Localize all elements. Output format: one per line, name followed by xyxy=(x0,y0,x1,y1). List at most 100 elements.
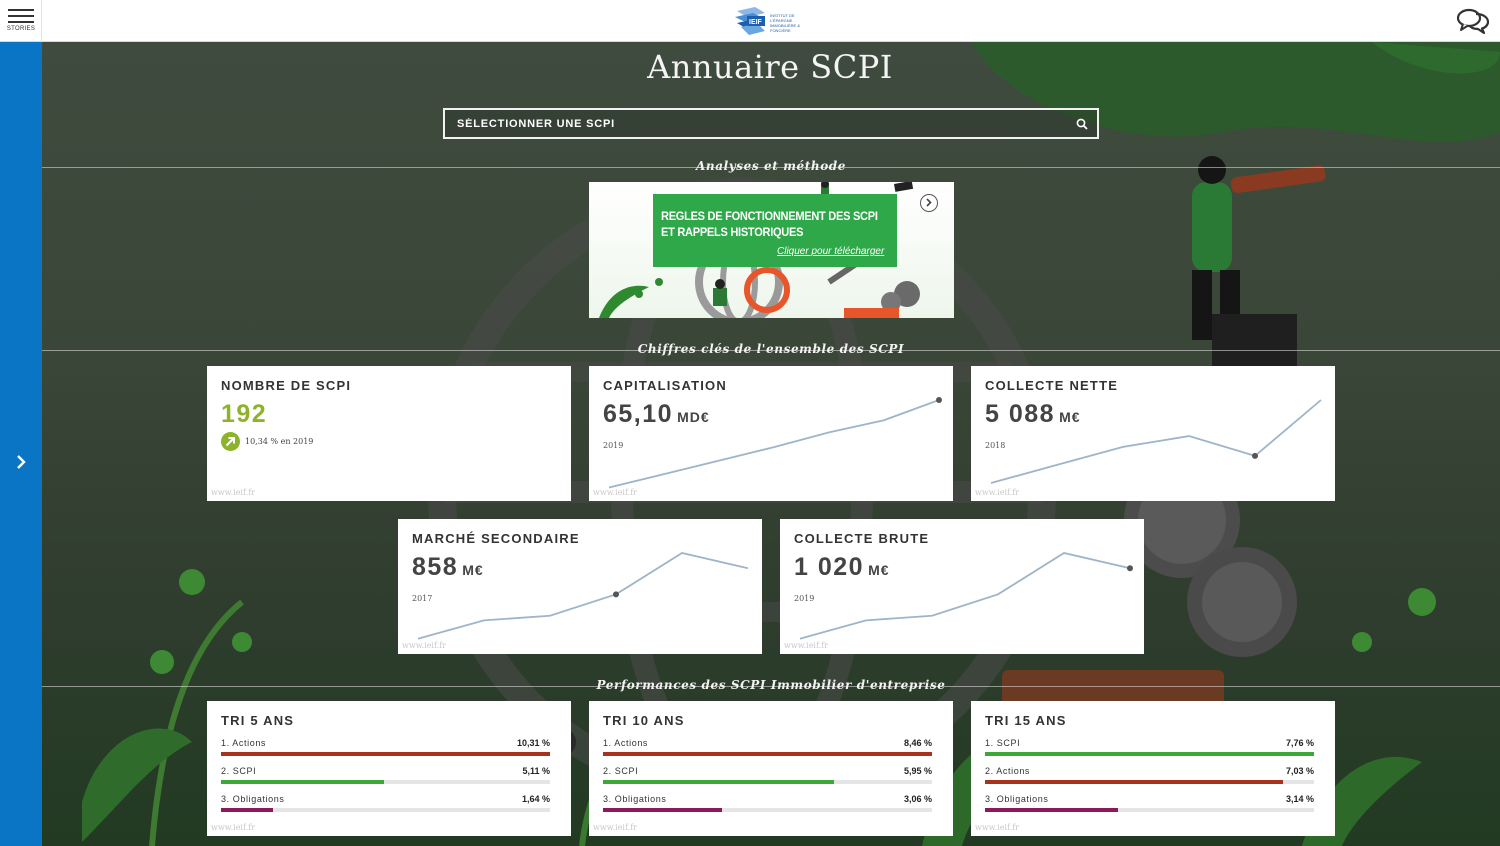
tri-row-label: 2. SCPI xyxy=(221,766,257,776)
tri-bar xyxy=(221,780,385,784)
tri-card-5-ans[interactable]: TRI 5 ANS 1. Actions 10,31 % 2. SCPI 5,11 … xyxy=(207,701,571,836)
ieif-logo[interactable]: IEIF INSTITUT DE L'ÉPARGNE IMMOBILIÈRE &… xyxy=(735,4,811,38)
methodology-banner[interactable]: REGLES DE FONCTIONNEMENT DES SCPI ET RAP… xyxy=(589,182,954,318)
source-label: www.ieif.fr xyxy=(593,823,637,832)
search-icon[interactable] xyxy=(1076,118,1088,130)
source-label: www.ieif.fr xyxy=(211,488,255,497)
tri-bar-track xyxy=(985,780,1314,784)
source-label: www.ieif.fr xyxy=(975,823,1019,832)
sparkline-marker xyxy=(613,591,619,598)
tri-row-value: 7,76 % xyxy=(1285,738,1314,748)
kpi-number: 65,10 xyxy=(603,400,674,428)
chevron-right-icon xyxy=(926,198,932,207)
tri-bar-track xyxy=(603,752,932,756)
kpi-year: 2018 xyxy=(985,441,1006,450)
section-divider xyxy=(42,686,1500,687)
tri-row-label: 2. SCPI xyxy=(603,766,639,776)
kpi-card-collecte-nette[interactable]: COLLECTE NETTE 5 088 M€ 2018 www.ieif.fr xyxy=(971,366,1335,501)
section-title-analyses: Analyses et méthode xyxy=(695,159,847,173)
side-panel-toggle[interactable] xyxy=(0,42,42,846)
kpi-number: 1 020 xyxy=(794,553,865,581)
banner-title-line2: ET RAPPELS HISTORIQUES xyxy=(661,225,804,239)
tri-title: TRI 10 ANS xyxy=(603,713,685,728)
kpi-title: MARCHÉ SECONDAIRE xyxy=(412,531,580,546)
top-bar: STORIES IEIF INSTITUT DE L'ÉPARGNE IMMOB… xyxy=(0,0,1500,42)
section-title-performances: Performances des SCPI Immobilier d'entre… xyxy=(596,678,946,692)
menu-button[interactable]: STORIES xyxy=(0,0,42,42)
source-label: www.ieif.fr xyxy=(784,641,828,650)
tri-card-10-ans[interactable]: TRI 10 ANS 1. Actions 8,46 % 2. SCPI 5,95 … xyxy=(589,701,953,836)
tri-row-label: 3. Obligations xyxy=(221,794,285,804)
source-label: www.ieif.fr xyxy=(593,488,637,497)
kpi-card-collecte-brute[interactable]: COLLECTE BRUTE 1 020 M€ 2019 www.ieif.fr xyxy=(780,519,1144,654)
section-divider xyxy=(42,350,1500,351)
tri-row-label: 1. Actions xyxy=(603,738,649,748)
page-title: Annuaire SCPI xyxy=(647,48,893,86)
tri-title: TRI 5 ANS xyxy=(221,713,295,728)
tri-row-value: 1,64 % xyxy=(521,794,550,804)
hamburger-icon xyxy=(8,9,34,27)
scpi-search-input[interactable] xyxy=(445,110,1065,137)
tri-bar-track xyxy=(603,808,932,812)
tri-card-15-ans[interactable]: TRI 15 ANS 1. SCPI 7,76 % 2. Actions 7,03 … xyxy=(971,701,1335,836)
kpi-trend-text: 10,34 % en 2019 xyxy=(245,437,314,446)
menu-label: STORIES xyxy=(6,26,36,32)
chat-icon[interactable] xyxy=(1456,6,1490,36)
scpi-search[interactable] xyxy=(443,108,1099,139)
tri-bar xyxy=(221,808,274,812)
tri-bar xyxy=(603,780,835,784)
kpi-value: 192 xyxy=(221,400,268,428)
tri-row-value: 5,11 % xyxy=(522,766,550,776)
marche-secondaire-sparkline xyxy=(417,552,749,640)
tri-bar-track xyxy=(603,780,932,784)
tri-row-label: 3. Obligations xyxy=(985,794,1049,804)
collecte-brute-sparkline xyxy=(799,552,1133,640)
source-label: www.ieif.fr xyxy=(211,823,255,832)
kpi-title: NOMBRE DE SCPI xyxy=(221,378,352,393)
tri-row-label: 1. SCPI xyxy=(985,738,1021,748)
banner-download-link[interactable]: Cliquer pour télécharger xyxy=(777,246,885,257)
kpi-unit: MD€ xyxy=(677,409,710,425)
sparkline-marker xyxy=(1127,565,1133,572)
source-label: www.ieif.fr xyxy=(975,488,1019,497)
kpi-year: 2017 xyxy=(412,594,433,603)
banner-text-box xyxy=(653,194,897,267)
tri-row-value: 5,95 % xyxy=(903,766,932,776)
collecte-nette-sparkline xyxy=(990,399,1322,484)
tri-row-value: 3,06 % xyxy=(903,794,932,804)
kpi-title: CAPITALISATION xyxy=(603,378,727,393)
tri-row-label: 3. Obligations xyxy=(603,794,667,804)
tri-bar-track xyxy=(985,752,1314,756)
tri-bar-track xyxy=(221,808,550,812)
tri-bar xyxy=(603,752,932,756)
section-divider xyxy=(42,167,1500,168)
kpi-value: 858 M€ xyxy=(412,553,484,582)
kpi-year: 2019 xyxy=(794,594,815,603)
kpi-card-nombre-scpi[interactable]: NOMBRE DE SCPI 192 10,34 % en 2019 www.i… xyxy=(207,366,571,501)
ieif-logo-mark: IEIF xyxy=(735,7,765,35)
kpi-unit: M€ xyxy=(1059,409,1081,425)
sparkline-path xyxy=(608,399,940,489)
kpi-value: 65,10 MD€ xyxy=(603,400,710,429)
chevron-right-icon xyxy=(17,455,26,469)
kpi-card-marche-secondaire[interactable]: MARCHÉ SECONDAIRE 858 M€ 2017 www.ieif.fr xyxy=(398,519,762,654)
banner-title-line1: REGLES DE FONCTIONNEMENT DES SCPI xyxy=(661,209,878,223)
kpi-unit: M€ xyxy=(462,562,484,578)
sparkline-path xyxy=(799,552,1131,640)
banner-next-button[interactable] xyxy=(920,194,938,212)
kpi-year: 2019 xyxy=(603,441,624,450)
tri-bar xyxy=(985,752,1314,756)
tri-bar-track xyxy=(985,808,1314,812)
tri-row-label: 1. Actions xyxy=(221,738,267,748)
kpi-card-capitalisation[interactable]: CAPITALISATION 65,10 MD€ 2019 www.ieif.fr xyxy=(589,366,953,501)
sparkline-marker xyxy=(1252,452,1258,459)
tri-title: TRI 15 ANS xyxy=(985,713,1067,728)
tri-bar-track xyxy=(221,752,550,756)
tri-row-value: 8,46 % xyxy=(903,738,932,748)
sparkline-marker xyxy=(936,397,942,403)
tri-bar xyxy=(603,808,722,812)
kpi-unit: M€ xyxy=(868,562,890,578)
sparkline-path xyxy=(990,399,1322,484)
kpi-value: 5 088 M€ xyxy=(985,400,1081,429)
tri-row-value: 10,31 % xyxy=(516,738,550,748)
